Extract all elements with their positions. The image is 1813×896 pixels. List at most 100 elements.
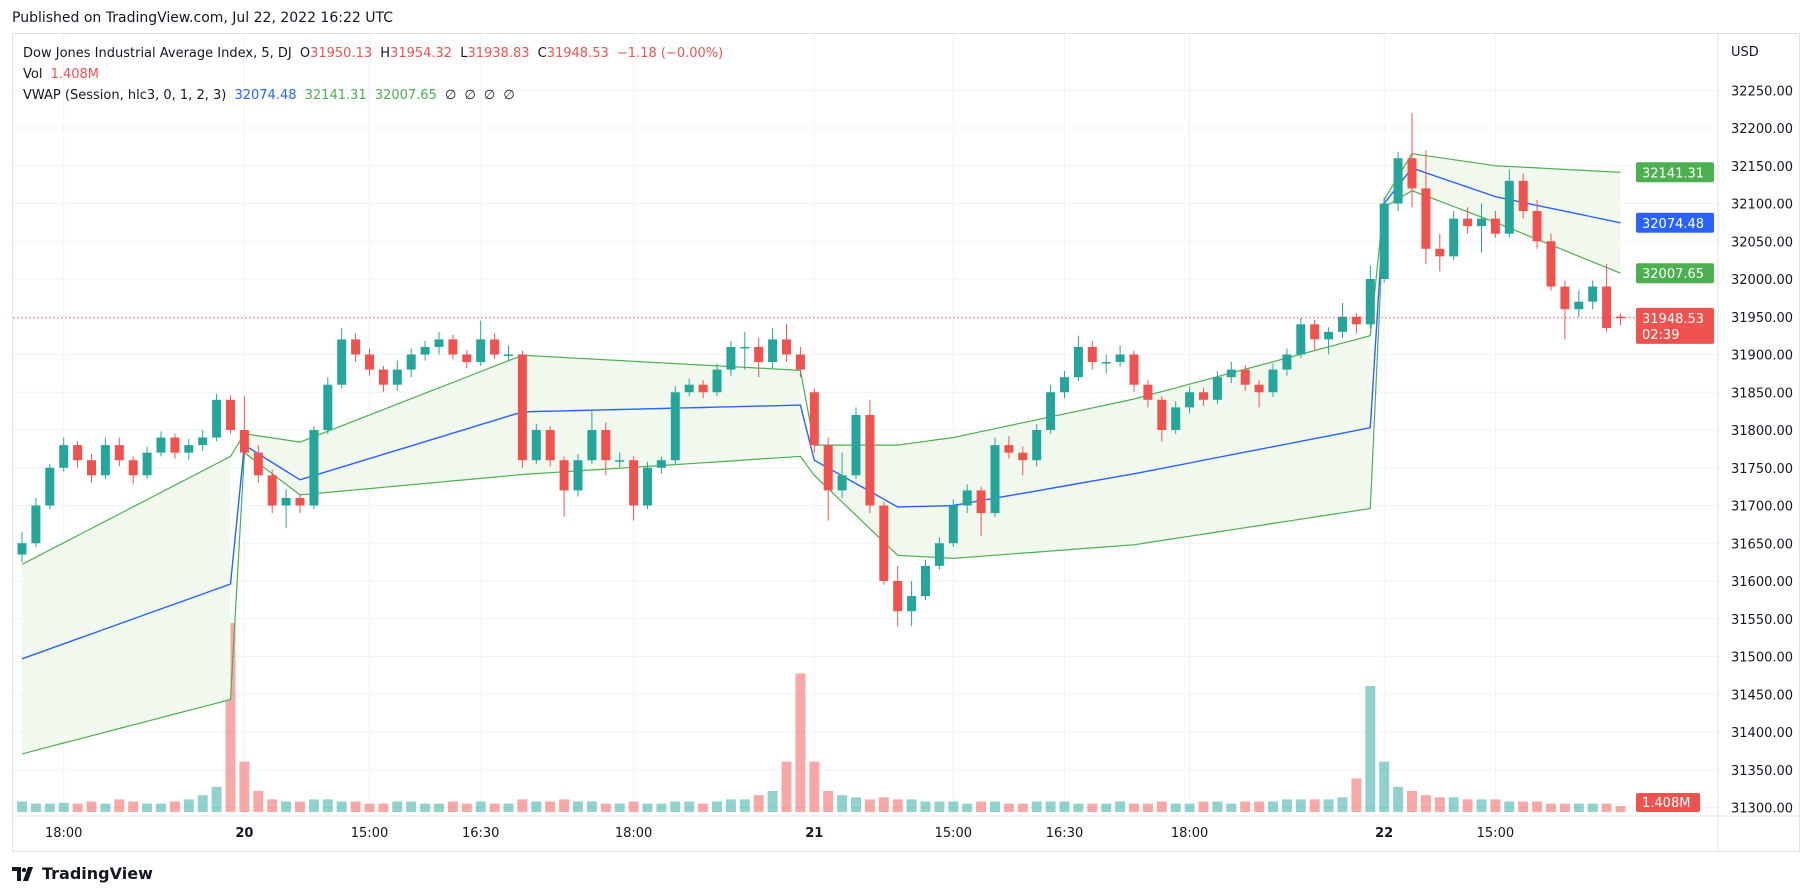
candle-body: [128, 460, 138, 476]
volume-bar: [559, 799, 570, 812]
price-tick-label: 32200.00: [1731, 122, 1793, 137]
candle-body: [281, 497, 291, 506]
chart-frame[interactable]: [12, 33, 1800, 852]
vwap-upper-value: 32141.31: [304, 88, 367, 103]
volume-bar: [1142, 803, 1153, 812]
candle-body: [226, 399, 235, 430]
candle-body: [601, 430, 611, 461]
volume-bar: [864, 799, 875, 812]
volume-bar: [767, 791, 778, 812]
price-tick-label: 31500.00: [1731, 651, 1793, 666]
symbol-title[interactable]: Dow Jones Industrial Average Index, 5, D…: [23, 46, 292, 61]
volume-bar: [878, 797, 889, 812]
candle-body: [1296, 324, 1306, 355]
volume-bar: [392, 801, 403, 812]
candle-body: [184, 445, 194, 453]
price-tick-label: 31900.00: [1731, 349, 1793, 364]
tradingview-logo[interactable]: TradingView: [12, 864, 153, 883]
change-value: −1.18 (−0.00%): [616, 46, 724, 61]
volume-bar: [990, 801, 1000, 812]
candle-body: [1143, 384, 1153, 400]
volume-bar: [1323, 799, 1334, 812]
tradingview-logo-icon: [12, 866, 33, 881]
candle-body: [114, 445, 124, 461]
candle-body: [809, 392, 819, 446]
price-tick-label: 32000.00: [1731, 273, 1793, 288]
price-tick-label: 31750.00: [1731, 462, 1793, 477]
volume-bar: [17, 801, 27, 812]
volume-bar: [406, 801, 417, 812]
candle-body: [1477, 218, 1486, 227]
volume-bar: [1476, 799, 1487, 812]
candle-body: [448, 339, 458, 355]
candle-body: [1365, 279, 1375, 325]
time-tick-label: 22: [1375, 826, 1393, 841]
candle-body: [1171, 407, 1181, 430]
price-label-background: [1636, 212, 1714, 233]
volume-bar: [503, 803, 514, 812]
volume-bar: [1073, 803, 1084, 812]
volume-bar: [281, 801, 292, 812]
volume-bar: [128, 801, 139, 812]
price-label-background: [1636, 162, 1714, 183]
volume-bar: [1532, 801, 1543, 812]
volume-bar: [1448, 797, 1459, 812]
candle-body: [45, 467, 55, 506]
volume-label[interactable]: Vol: [23, 67, 43, 82]
volume-bar: [58, 802, 69, 812]
candle-body: [1379, 203, 1389, 279]
volume-bar: [1601, 803, 1612, 812]
volume-bar: [1559, 803, 1570, 812]
volume-bar: [1170, 803, 1181, 812]
volume-bar: [1045, 801, 1056, 812]
volume-bar: [211, 786, 222, 812]
volume-bar: [114, 799, 125, 812]
candle-body: [1393, 158, 1403, 204]
time-tick-label: 18:00: [615, 826, 652, 841]
candle-body: [545, 430, 555, 461]
volume-bar: [1490, 799, 1501, 812]
candle-body: [517, 354, 527, 461]
candle-body: [907, 596, 917, 612]
candle-body: [1087, 346, 1097, 363]
candle-body: [1157, 399, 1167, 430]
volume-bar: [86, 801, 97, 812]
volume-bar: [1504, 801, 1515, 812]
volume-bar: [156, 803, 166, 812]
volume-bar: [698, 803, 709, 812]
legend-vwap-row: VWAP (Session, hlc3, 0, 1, 2, 3) 32074.4…: [23, 88, 519, 103]
price-label-badge: 32141.31: [1636, 162, 1714, 183]
candle-body: [823, 445, 833, 491]
volume-bar: [183, 799, 194, 812]
volume-bar: [684, 801, 695, 812]
time-tick-label: 18:00: [45, 826, 82, 841]
low-label: L: [460, 46, 468, 61]
volume-bar: [892, 799, 903, 812]
high-value: 31954.32: [390, 46, 453, 61]
volume-bar: [308, 799, 319, 812]
volume-bar: [1295, 799, 1306, 812]
candle-body: [504, 354, 513, 356]
vwap-line: [21, 167, 1621, 660]
price-tick-label: 31600.00: [1731, 575, 1793, 590]
open-value: 31950.13: [310, 46, 373, 61]
volume-bar: [1087, 803, 1098, 812]
candle-body: [490, 339, 500, 355]
time-tick-label: 15:00: [351, 826, 388, 841]
candle-body: [392, 369, 402, 385]
vwap-label[interactable]: VWAP (Session, hlc3, 0, 1, 2, 3): [23, 88, 227, 103]
close-value: 31948.53: [546, 46, 609, 61]
volume-bar: [1003, 803, 1014, 812]
volume-bar: [1031, 801, 1042, 812]
candle-body: [879, 505, 889, 581]
volume-bar: [642, 803, 653, 812]
volume-bar: [72, 803, 83, 812]
price-label-background: [1636, 307, 1714, 344]
volume-bar: [948, 801, 959, 812]
volume-bar: [420, 803, 431, 812]
volume-bar: [447, 801, 458, 812]
volume-bar: [100, 803, 111, 812]
candle-body: [837, 475, 847, 491]
volume-bar: [1434, 797, 1445, 812]
